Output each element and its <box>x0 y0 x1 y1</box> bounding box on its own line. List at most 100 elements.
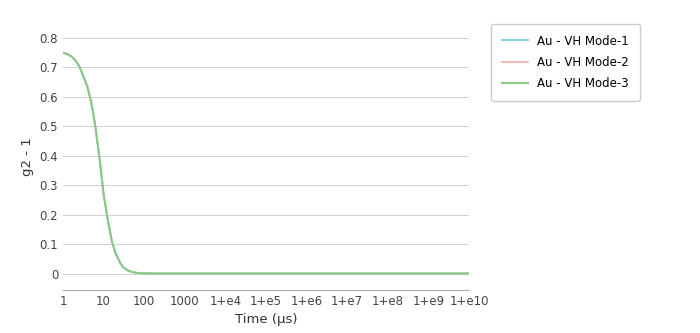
Au - VH Mode-3 <box>343 271 351 275</box>
Au - VH Mode-3 <box>241 271 249 275</box>
Au - VH Mode-3 <box>200 271 209 275</box>
Au - VH Mode-1 <box>108 239 116 243</box>
Au - VH Mode-3 <box>99 192 108 196</box>
Au - VH Mode-2 <box>131 271 139 275</box>
Au - VH Mode-3 <box>116 260 124 264</box>
Au - VH Mode-2 <box>104 221 113 225</box>
Au - VH Mode-2 <box>281 271 290 275</box>
Au - VH Mode-3 <box>221 271 230 275</box>
Au - VH Mode-3 <box>181 271 189 275</box>
Au - VH Mode-1 <box>67 54 76 58</box>
Au - VH Mode-2 <box>221 271 230 275</box>
Au - VH Mode-3 <box>90 119 99 123</box>
Au - VH Mode-2 <box>181 271 189 275</box>
Au - VH Mode-1 <box>140 271 148 275</box>
Line: Au - VH Mode-2: Au - VH Mode-2 <box>63 53 469 273</box>
Au - VH Mode-2 <box>75 64 83 68</box>
Au - VH Mode-2 <box>119 265 127 269</box>
Au - VH Mode-1 <box>119 265 127 269</box>
Au - VH Mode-2 <box>59 51 67 55</box>
Au - VH Mode-1 <box>99 192 108 196</box>
Au - VH Mode-1 <box>59 51 67 55</box>
Au - VH Mode-3 <box>67 54 76 58</box>
Au - VH Mode-1 <box>221 271 230 275</box>
Au - VH Mode-3 <box>88 101 96 105</box>
Au - VH Mode-1 <box>128 270 136 274</box>
Au - VH Mode-3 <box>128 270 136 274</box>
Au - VH Mode-1 <box>64 52 72 56</box>
Au - VH Mode-2 <box>136 271 144 275</box>
Au - VH Mode-2 <box>309 271 318 275</box>
Au - VH Mode-3 <box>119 265 127 269</box>
Au - VH Mode-3 <box>108 239 116 243</box>
Au - VH Mode-1 <box>200 271 209 275</box>
Au - VH Mode-2 <box>124 269 132 273</box>
Au - VH Mode-3 <box>83 85 92 89</box>
Au - VH Mode-2 <box>111 252 120 256</box>
Au - VH Mode-2 <box>302 271 311 275</box>
Au - VH Mode-1 <box>241 271 249 275</box>
Au - VH Mode-3 <box>152 271 160 275</box>
Au - VH Mode-1 <box>71 58 79 62</box>
Au - VH Mode-1 <box>302 271 311 275</box>
Au - VH Mode-3 <box>64 52 72 56</box>
Au - VH Mode-1 <box>124 268 132 272</box>
Line: Au - VH Mode-1: Au - VH Mode-1 <box>63 53 469 273</box>
Au - VH Mode-3 <box>136 271 144 275</box>
Au - VH Mode-1 <box>343 271 351 275</box>
Y-axis label: g2 - 1: g2 - 1 <box>21 137 34 176</box>
Au - VH Mode-3 <box>78 72 87 76</box>
Au - VH Mode-2 <box>64 52 72 56</box>
Au - VH Mode-3 <box>111 252 120 256</box>
Au - VH Mode-2 <box>140 271 148 275</box>
Au - VH Mode-1 <box>90 119 99 123</box>
Au - VH Mode-2 <box>116 260 124 264</box>
Au - VH Mode-2 <box>83 85 92 89</box>
Au - VH Mode-1 <box>465 271 473 275</box>
Au - VH Mode-2 <box>296 271 304 275</box>
Au - VH Mode-2 <box>71 58 79 62</box>
Au - VH Mode-3 <box>71 58 79 62</box>
Au - VH Mode-3 <box>164 271 173 275</box>
Au - VH Mode-2 <box>78 72 87 76</box>
Au - VH Mode-2 <box>152 271 160 275</box>
Au - VH Mode-3 <box>322 271 330 275</box>
Au - VH Mode-1 <box>262 271 270 275</box>
Au - VH Mode-2 <box>95 157 104 161</box>
Au - VH Mode-1 <box>95 157 104 161</box>
Au - VH Mode-2 <box>88 101 96 105</box>
Au - VH Mode-3 <box>465 271 473 275</box>
Au - VH Mode-1 <box>78 72 87 76</box>
Au - VH Mode-2 <box>465 271 473 275</box>
Au - VH Mode-1 <box>281 271 290 275</box>
Au - VH Mode-2 <box>241 271 249 275</box>
Au - VH Mode-2 <box>108 240 116 244</box>
Au - VH Mode-2 <box>384 271 392 275</box>
Au - VH Mode-1 <box>131 271 139 275</box>
Au - VH Mode-1 <box>164 271 173 275</box>
Legend: Au - VH Mode-1, Au - VH Mode-2, Au - VH Mode-3: Au - VH Mode-1, Au - VH Mode-2, Au - VH … <box>491 24 640 101</box>
Au - VH Mode-2 <box>90 120 99 124</box>
Au - VH Mode-3 <box>140 271 148 275</box>
Au - VH Mode-2 <box>200 271 209 275</box>
Au - VH Mode-3 <box>104 220 113 224</box>
Au - VH Mode-1 <box>75 64 83 68</box>
Au - VH Mode-2 <box>128 270 136 274</box>
Au - VH Mode-2 <box>262 271 270 275</box>
X-axis label: Time (µs): Time (µs) <box>234 313 298 326</box>
Au - VH Mode-1 <box>384 271 392 275</box>
Au - VH Mode-1 <box>111 251 120 255</box>
Au - VH Mode-3 <box>262 271 270 275</box>
Au - VH Mode-1 <box>136 271 144 275</box>
Au - VH Mode-3 <box>424 271 433 275</box>
Au - VH Mode-1 <box>116 260 124 264</box>
Au - VH Mode-3 <box>302 271 311 275</box>
Au - VH Mode-3 <box>281 271 290 275</box>
Au - VH Mode-2 <box>164 271 173 275</box>
Au - VH Mode-2 <box>67 54 76 58</box>
Au - VH Mode-1 <box>145 271 153 275</box>
Au - VH Mode-1 <box>152 271 160 275</box>
Au - VH Mode-3 <box>59 51 67 55</box>
Au - VH Mode-2 <box>314 271 323 275</box>
Au - VH Mode-1 <box>322 271 330 275</box>
